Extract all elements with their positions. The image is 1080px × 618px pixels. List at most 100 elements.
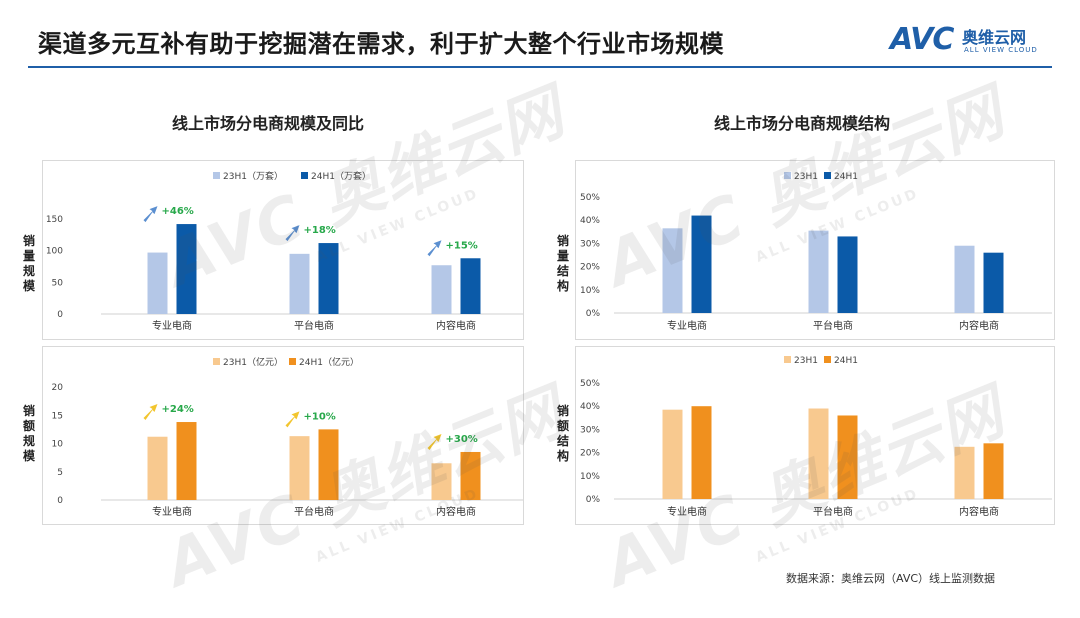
legend-label: 23H1	[794, 356, 818, 366]
y-tick-label: 10%	[580, 472, 600, 482]
bar	[431, 463, 452, 500]
growth-arrow-icon	[285, 225, 300, 242]
growth-label: +30%	[446, 434, 478, 445]
y-tick-label: 10%	[580, 286, 600, 296]
y-tick-label: 10	[52, 440, 64, 450]
avc-logo: AVC 奥维云网 ALL VIEW CLOUD	[890, 22, 1060, 60]
bar	[691, 215, 712, 313]
growth-arrow-icon	[427, 240, 442, 257]
y-tick-label: 20%	[580, 449, 600, 459]
title-divider	[28, 66, 1052, 68]
y-tick-label: 5	[57, 468, 63, 478]
bar	[808, 408, 829, 499]
bar	[837, 415, 858, 499]
growth-arrow-icon	[427, 433, 442, 450]
legend-swatch	[301, 172, 308, 179]
bar	[460, 451, 481, 500]
y-tick-label: 150	[46, 215, 63, 225]
bar	[662, 409, 683, 499]
bar	[289, 253, 310, 314]
bar	[431, 265, 452, 314]
left-section-title: 线上市场分电商规模及同比	[172, 114, 365, 133]
bar	[983, 443, 1004, 499]
chart-value-scale: 0 5 10 15 20 23H1（亿元） 24H1（亿元） 专业电商 +24% 平台电商 +10%…	[52, 356, 523, 518]
y-tick-label: 50%	[580, 193, 600, 203]
bar	[837, 236, 858, 313]
ylabel-value-structure: 销额结构	[556, 404, 569, 463]
growth-label: +15%	[446, 240, 478, 251]
chart-volume-scale: 0 50 100 150 23H1（万套） 24H1（万套） 专业电商 +46% 平台电商 +18…	[46, 170, 523, 332]
chart-panel-volume-structure: 0% 10% 20% 30% 40% 50% 23H1 24H1 专业电商 平台电商 内容电商	[575, 160, 1055, 340]
category-label: 专业电商	[152, 319, 192, 332]
logo-chinese-name: 奥维云网	[962, 28, 1027, 47]
category-label: 平台电商	[813, 319, 853, 332]
bar	[176, 422, 197, 500]
growth-label: +18%	[304, 225, 336, 236]
logo-mark: AVC	[890, 22, 954, 57]
legend-label: 24H1（亿元）	[299, 356, 359, 368]
bar	[954, 446, 975, 499]
legend-swatch	[824, 356, 831, 363]
y-tick-label: 20%	[580, 263, 600, 273]
ylabel-value-scale: 销额规模	[22, 404, 35, 463]
growth-label: +24%	[162, 404, 194, 415]
right-section-title: 线上市场分电商规模结构	[714, 114, 891, 133]
category-label: 内容电商	[436, 505, 476, 518]
category-label: 平台电商	[294, 319, 334, 332]
legend-swatch	[784, 172, 791, 179]
y-tick-label: 30%	[580, 239, 600, 249]
y-tick-label: 50	[52, 278, 64, 288]
legend-swatch	[784, 356, 791, 363]
category-label: 内容电商	[959, 505, 999, 518]
legend-label: 24H1	[834, 356, 858, 366]
growth-arrow-icon	[143, 206, 158, 223]
bar	[318, 429, 339, 500]
category-label: 专业电商	[667, 505, 707, 518]
legend-swatch	[289, 358, 296, 365]
chart-panel-volume-scale: 0 50 100 150 23H1（万套） 24H1（万套） 专业电商 +46% 平台电商 +18…	[42, 160, 524, 340]
y-tick-label: 50%	[580, 379, 600, 389]
ylabel-volume-structure: 销量结构	[556, 234, 569, 293]
growth-arrow-icon	[285, 411, 300, 428]
y-tick-label: 40%	[580, 402, 600, 412]
y-tick-label: 100	[46, 247, 63, 257]
legend-swatch	[213, 172, 220, 179]
legend-label: 23H1	[794, 172, 818, 182]
bar	[954, 245, 975, 313]
y-tick-label: 15	[52, 411, 63, 421]
category-label: 专业电商	[152, 505, 192, 518]
y-tick-label: 0%	[586, 495, 601, 505]
growth-label: +10%	[304, 411, 336, 422]
bar	[318, 243, 339, 314]
bar	[808, 230, 829, 313]
data-source-note: 数据来源：奥维云网（AVC）线上监测数据	[786, 572, 996, 585]
y-tick-label: 20	[52, 383, 64, 393]
logo-english-name: ALL VIEW CLOUD	[964, 46, 1038, 54]
bar	[176, 224, 197, 314]
bar	[147, 436, 168, 500]
category-label: 内容电商	[959, 319, 999, 332]
y-tick-label: 40%	[580, 216, 600, 226]
bar	[289, 436, 310, 500]
category-label: 专业电商	[667, 319, 707, 332]
y-tick-label: 0	[57, 310, 63, 320]
chart-volume-structure: 0% 10% 20% 30% 40% 50% 23H1 24H1 专业电商 平台电商 内容电商	[580, 172, 1052, 332]
bar	[691, 406, 712, 499]
ylabel-volume-scale: 销量规模	[22, 234, 35, 293]
legend-swatch	[213, 358, 220, 365]
growth-arrow-icon	[143, 404, 158, 421]
legend-label: 24H1（万套）	[311, 170, 371, 182]
category-label: 平台电商	[813, 505, 853, 518]
bar	[983, 252, 1004, 313]
bar	[662, 228, 683, 313]
bar	[460, 258, 481, 314]
y-tick-label: 30%	[580, 425, 600, 435]
category-label: 内容电商	[436, 319, 476, 332]
category-label: 平台电商	[294, 505, 334, 518]
legend-label: 23H1（亿元）	[223, 356, 283, 368]
y-tick-label: 0%	[586, 309, 601, 319]
bar	[147, 252, 168, 314]
y-tick-label: 0	[57, 496, 63, 506]
chart-panel-value-structure: 0% 10% 20% 30% 40% 50% 23H1 24H1 专业电商 平台电商 内容电商	[575, 346, 1055, 525]
legend-label: 24H1	[834, 172, 858, 182]
